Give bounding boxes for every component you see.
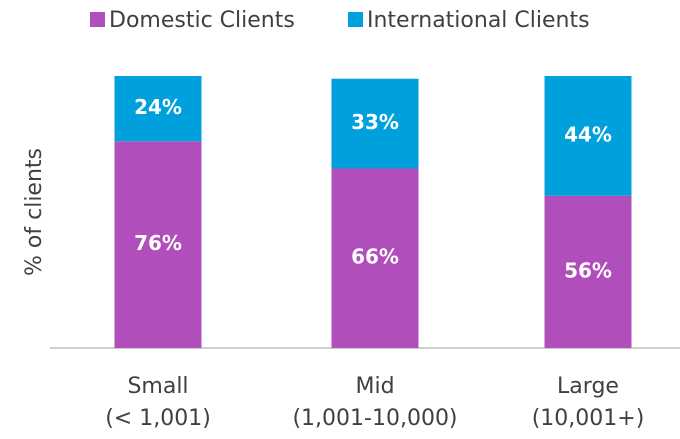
data-label: 44% <box>564 122 612 146</box>
legend-label: Domestic Clients <box>109 8 295 33</box>
x-tick-label: (10,001+) <box>532 406 645 431</box>
x-tick-label: (1,001-10,000) <box>292 406 457 431</box>
bar-segment <box>114 141 202 348</box>
legend-swatch <box>90 12 105 27</box>
data-label: 56% <box>564 258 612 282</box>
data-label: 66% <box>351 245 399 269</box>
x-tick-label: Small <box>127 374 188 399</box>
bar-segment <box>114 76 202 142</box>
bar-segment <box>331 168 419 348</box>
bar-segment <box>544 76 632 196</box>
data-label: 76% <box>134 231 182 255</box>
x-tick-label: Mid <box>355 374 394 399</box>
bar-segment <box>544 195 632 348</box>
data-label: 24% <box>134 95 182 119</box>
legend-label: International Clients <box>367 8 590 33</box>
y-axis-label: % of clients <box>22 148 47 276</box>
x-tick-label: (< 1,001) <box>105 406 211 431</box>
bar-segment <box>331 78 419 169</box>
x-tick-label: Large <box>557 374 619 399</box>
data-label: 33% <box>351 110 399 134</box>
legend-swatch <box>348 12 363 27</box>
